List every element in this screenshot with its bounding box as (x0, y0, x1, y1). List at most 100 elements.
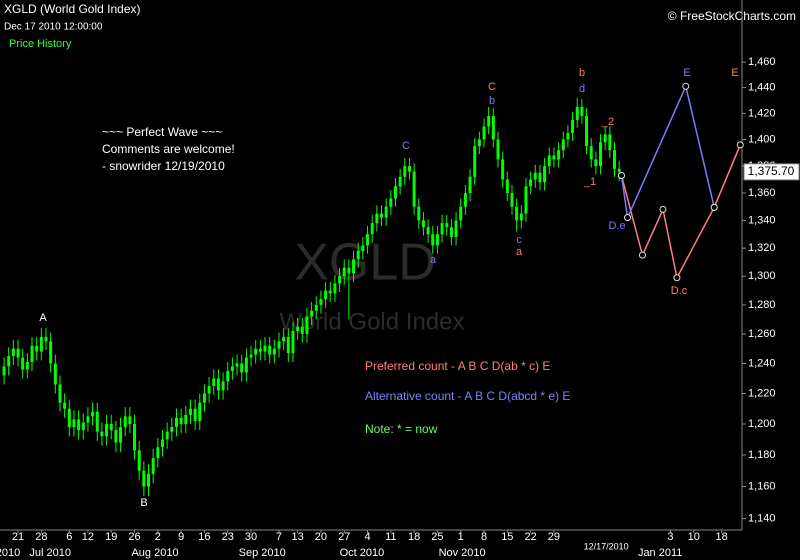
x-tick-label: 11 (385, 531, 396, 543)
projection-line (620, 144, 742, 280)
candle-body (282, 336, 286, 342)
candle-body (538, 172, 542, 183)
candle-body (473, 146, 477, 177)
candle-body (571, 119, 575, 133)
candle-body (324, 290, 328, 300)
y-tick-label: 1,360 (748, 187, 776, 199)
x-tick-label: 10 (688, 531, 700, 543)
candle-body (585, 115, 589, 147)
candle-body (608, 134, 612, 151)
last-price-label: 1,375.70 (748, 164, 795, 178)
candle-body (501, 159, 505, 180)
candle-body (491, 115, 495, 140)
wave-label: a (430, 254, 437, 266)
count-note: Preferred count - A B C D(ab * c) E (365, 359, 550, 373)
candle-body (212, 378, 216, 386)
panel-label: Price History (9, 38, 72, 50)
wave-label: A (39, 312, 47, 324)
candle-body (421, 220, 425, 228)
candle-body (226, 370, 230, 382)
candle-body (193, 408, 197, 421)
candle-body (333, 283, 337, 294)
comment-note: ~~~ Perfect Wave ~~~ (102, 125, 222, 139)
candle-body (105, 423, 109, 437)
candle-body (156, 447, 160, 459)
candle-body (39, 336, 43, 352)
candle-body (599, 142, 603, 167)
wave-label: B (140, 497, 147, 509)
candle-body (435, 234, 439, 246)
projection-point (617, 171, 625, 179)
candle-body (393, 186, 397, 199)
candle-body (254, 348, 258, 355)
x-tick-label: 27 (338, 531, 350, 543)
y-tick-label: 1,260 (748, 328, 776, 340)
candle-body (338, 276, 342, 284)
y-tick-label: 1,180 (748, 449, 776, 461)
candle-body (81, 422, 85, 431)
y-tick-label: 1,340 (748, 214, 776, 226)
candle-body (198, 402, 202, 421)
candle-body (496, 139, 500, 160)
x-major-label: Jan 2011 (638, 547, 682, 559)
candle-body (613, 150, 617, 169)
x-tick-label: 18 (716, 531, 728, 543)
candle-body (347, 267, 351, 274)
x-tick-label: 22 (525, 531, 537, 543)
candle-body (352, 259, 356, 274)
candle-body (482, 126, 486, 140)
candle-body (216, 378, 220, 391)
x-tick-label: 1 (458, 531, 464, 543)
candle-body (380, 213, 384, 218)
wave-label: D.c (671, 285, 688, 297)
wave-label: a (516, 246, 523, 258)
candle-body (557, 150, 561, 160)
wave-label: D.e (608, 220, 625, 232)
candle-body (147, 473, 151, 487)
x-tick-label: 2 (155, 531, 161, 543)
candle-body (487, 115, 491, 127)
y-tick-label: 1,200 (748, 418, 776, 430)
candle-body (468, 176, 472, 194)
candle-body (268, 345, 272, 355)
wave-label: _1 (583, 176, 596, 188)
count-note: Alternative count - A B C D(abcd * e) E (365, 389, 570, 403)
projection-point (638, 251, 646, 259)
candle-body (16, 348, 20, 358)
candle-body (119, 427, 123, 443)
wave-label: d (579, 83, 585, 95)
candle-body (249, 354, 253, 358)
candle-body (515, 206, 519, 221)
wave-label: b (579, 67, 585, 79)
candle-body (174, 417, 178, 428)
x-tick-label: 8 (481, 531, 487, 543)
wave-label: C (402, 140, 410, 152)
candle-body (603, 134, 607, 143)
candle-body (398, 176, 402, 187)
x-tick-label: 19 (105, 531, 117, 543)
candle-body (510, 193, 514, 207)
projection-point (710, 203, 718, 211)
x-major-label: 12/17/2010 (584, 541, 629, 551)
candle-body (533, 172, 537, 180)
x-major-label: 2010 (0, 547, 20, 559)
candle-body (188, 408, 192, 415)
candle-body (426, 227, 430, 235)
candle-body (403, 166, 407, 177)
candle-body (286, 336, 290, 354)
candle-body (463, 193, 467, 207)
y-tick-label: 1,220 (748, 387, 776, 399)
candle-body (133, 423, 137, 451)
candle-body (63, 402, 67, 409)
candle-body (594, 159, 598, 167)
candle-body (449, 227, 453, 237)
candle-body (230, 366, 234, 371)
candle-body (617, 168, 621, 172)
candle-body (114, 430, 118, 443)
candle-body (67, 408, 71, 428)
candle-body (179, 417, 183, 424)
candle-body (142, 470, 146, 487)
candle-body (240, 363, 244, 373)
y-tick-label: 1,140 (748, 513, 776, 525)
